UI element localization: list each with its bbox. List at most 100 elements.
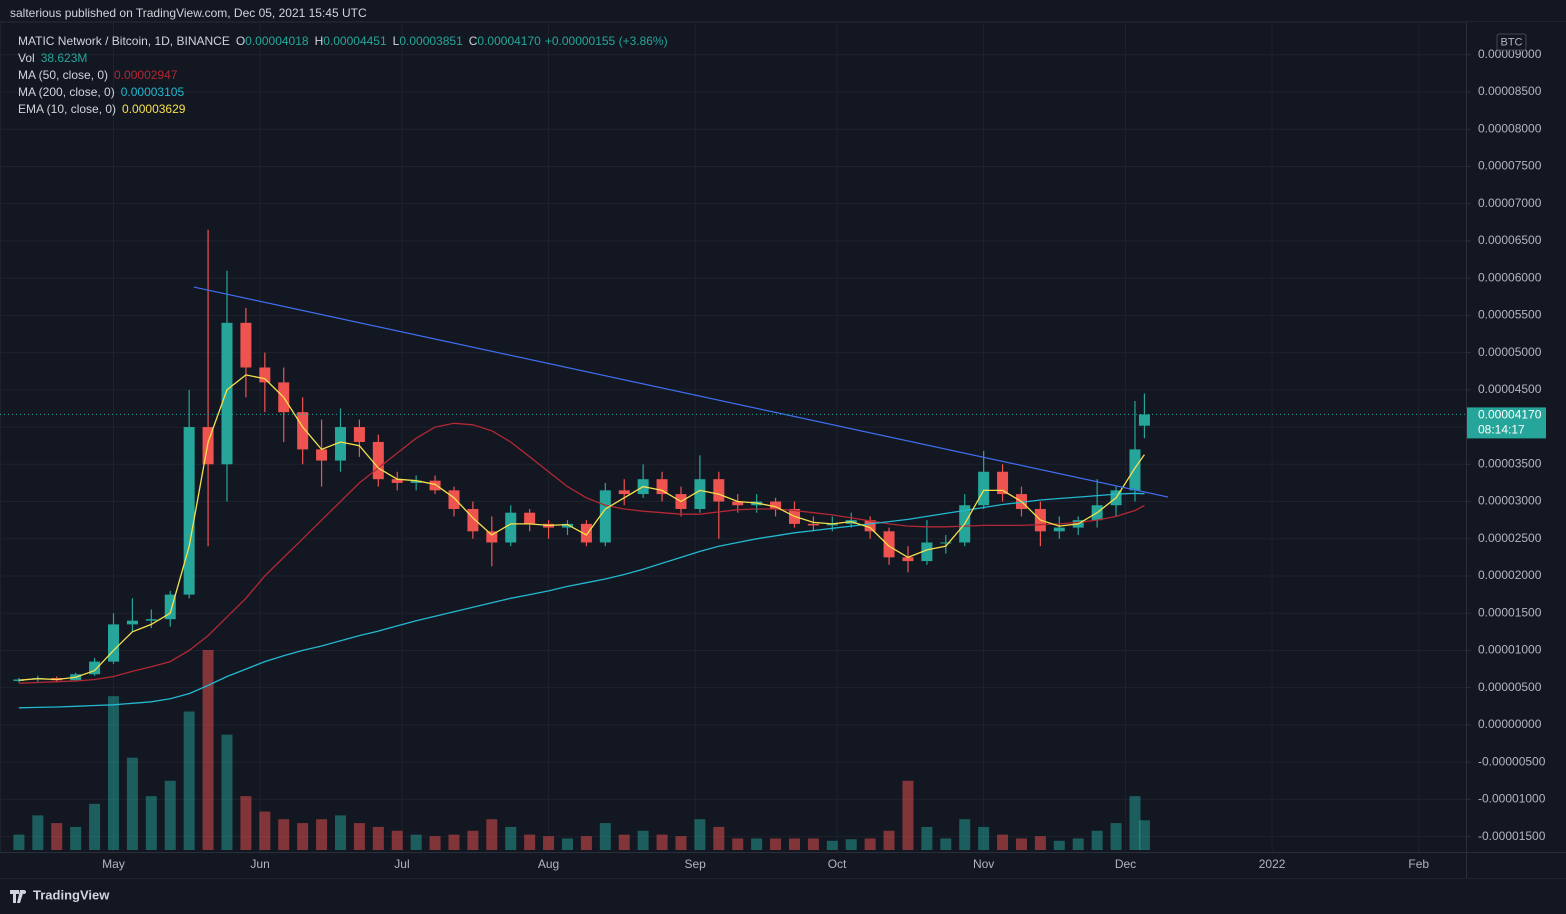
volume-bar [524, 834, 536, 850]
volume-bar [751, 838, 763, 850]
volume-bar [353, 823, 365, 850]
volume-bar [921, 826, 933, 850]
volume-bar [826, 840, 838, 850]
candle-body [1138, 414, 1150, 426]
volume-bar [334, 815, 346, 850]
y-tick-label: 0.00005000 [1478, 345, 1542, 359]
candle-body [183, 427, 195, 595]
y-tick-label: 0.00007000 [1478, 196, 1542, 210]
volume-bar [448, 834, 460, 850]
volume-bar [543, 836, 555, 850]
volume-bar [107, 696, 119, 850]
y-tick-label: -0.00000500 [1478, 754, 1546, 768]
legend: MATIC Network / Bitcoin, 1D, BINANCE O0.0… [18, 34, 668, 116]
candle-body [997, 471, 1009, 495]
candle-body [334, 427, 346, 461]
countdown-label: 08:14:17 [1478, 423, 1525, 437]
volume-bar [297, 823, 309, 850]
x-tick-label: Nov [973, 857, 994, 871]
volume-bar [1129, 796, 1141, 850]
volume-bar [486, 819, 498, 850]
candle-body [316, 449, 328, 461]
volume-bar [372, 826, 384, 850]
volume-bar [1053, 840, 1065, 850]
x-tick-label: Oct [828, 857, 847, 871]
volume-bar [278, 819, 290, 850]
footer-brand: TradingView [33, 887, 110, 902]
y-tick-label: 0.00006000 [1478, 270, 1542, 284]
candle-body [940, 542, 952, 544]
volume-bar [183, 711, 195, 850]
indicator-value: 0.00002947 [114, 68, 178, 82]
ohlc-value: 0.00004018 [245, 34, 309, 48]
ohlc-key: L [393, 34, 400, 48]
volume-bar [1091, 830, 1103, 850]
indicator-value: 0.00003105 [121, 85, 185, 99]
candle-body [372, 441, 384, 480]
volume-bar [410, 834, 422, 850]
x-tick-label: Jun [250, 857, 269, 871]
plot [0, 229, 1466, 709]
chart-frame [0, 21, 1566, 879]
currency-label: BTC [1501, 36, 1523, 48]
y-tick-label: 0.00004500 [1478, 382, 1542, 396]
volume-bar [13, 834, 25, 850]
volume-bar [70, 826, 82, 850]
volume-bar [221, 734, 233, 850]
candle-body [807, 523, 819, 526]
volume-bar [864, 838, 876, 850]
volume-bar [1015, 838, 1027, 850]
y-tick-label: 0.00003500 [1478, 456, 1542, 470]
y-tick-label: 0.00006500 [1478, 233, 1542, 247]
legend-indicator: EMA (10, close, 0) 0.00003629 [18, 102, 186, 116]
footer-logo [10, 890, 27, 903]
y-tick-label: 0.00007500 [1478, 159, 1542, 173]
volume-bar [505, 826, 517, 850]
volume-pane [13, 650, 1150, 850]
time-axis-bg [0, 852, 1466, 878]
y-tick-label: 0.00008500 [1478, 84, 1542, 98]
indicator-name: MA (50, close, 0) [18, 68, 108, 82]
y-tick-label: -0.00001000 [1478, 792, 1546, 806]
candle-body [467, 508, 479, 532]
candle-body [618, 490, 630, 495]
y-tick-label: 0.00003000 [1478, 494, 1542, 508]
candle-body [1053, 527, 1065, 532]
volume-bar [467, 830, 479, 850]
indicator-value: 0.00003629 [122, 102, 186, 116]
candle-body [505, 512, 517, 543]
volume-bar [675, 836, 687, 850]
volume-bar [902, 780, 914, 850]
volume-bar [1034, 836, 1046, 850]
candle-body [826, 523, 838, 526]
ohlc-key: O [236, 34, 245, 48]
last-price-box [1467, 407, 1546, 439]
candle-body [259, 367, 271, 383]
y-tick-label: 0.00000500 [1478, 680, 1542, 694]
price-axis-bg [1466, 22, 1566, 878]
y-tick-label: -0.00001500 [1478, 829, 1546, 843]
volume-bar [656, 834, 668, 850]
indicator-line [18, 492, 1145, 709]
volume-bar [1138, 820, 1150, 850]
x-tick-label: Dec [1115, 857, 1136, 871]
volume-bar [32, 815, 44, 850]
ohlc-value: 0.00004170 [477, 34, 541, 48]
candle-body [921, 542, 933, 562]
volume-bar [997, 834, 1009, 850]
volume-bar [732, 838, 744, 850]
candle-body [656, 479, 668, 495]
volume-bar [1110, 823, 1122, 850]
volume-bar [713, 826, 725, 850]
change: +0.00000155 (+3.86%) [545, 34, 668, 48]
y-tick-label: 0.00001000 [1478, 643, 1542, 657]
ohlc-key: C [469, 34, 478, 48]
y-tick-label: 0.00002000 [1478, 568, 1542, 582]
legend-indicator: MA (200, close, 0) 0.00003105 [18, 85, 184, 99]
legend-title: MATIC Network / Bitcoin, 1D, BINANCE O0.0… [18, 34, 668, 48]
candle-body [240, 322, 252, 368]
volume-bar [429, 836, 441, 850]
last-price-label: 0.00004170 [1478, 408, 1542, 422]
indicator-name: MA (200, close, 0) [18, 85, 115, 99]
currency-box [1496, 33, 1527, 51]
